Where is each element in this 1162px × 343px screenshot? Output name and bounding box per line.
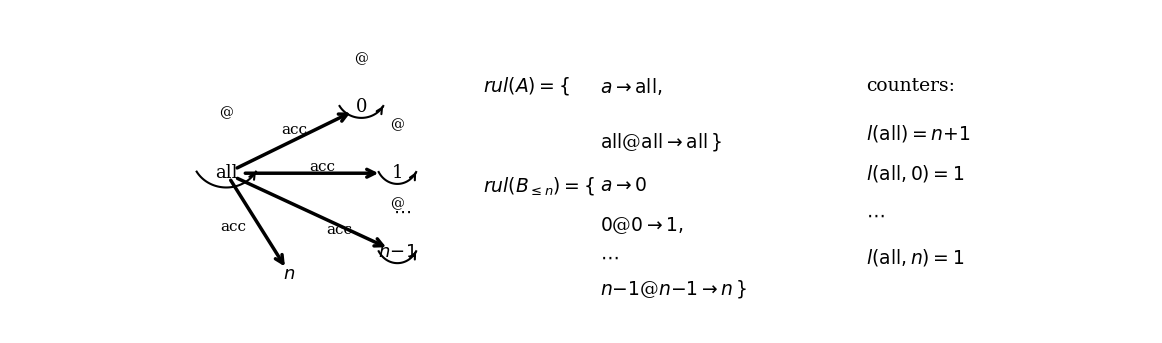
Text: $n\!-\!1$: $n\!-\!1$ xyxy=(378,244,417,261)
Text: $a \to \mathrm{all},$: $a \to \mathrm{all},$ xyxy=(600,75,662,97)
Text: $rul(B_{\leq n}) = \{$: $rul(B_{\leq n}) = \{$ xyxy=(483,175,595,198)
Text: acc: acc xyxy=(309,159,335,174)
Text: acc: acc xyxy=(325,223,352,237)
Text: 1: 1 xyxy=(392,164,403,182)
Text: $\cdots$: $\cdots$ xyxy=(866,206,884,224)
Text: $\mathrm{all}$@$\mathrm{all} \to \mathrm{all}\,\}$: $\mathrm{all}$@$\mathrm{all} \to \mathrm… xyxy=(600,131,722,153)
Text: @: @ xyxy=(354,51,368,65)
Text: $\cdots$: $\cdots$ xyxy=(393,202,411,221)
Text: $n$: $n$ xyxy=(284,264,295,283)
Text: all: all xyxy=(215,164,237,182)
Text: counters:: counters: xyxy=(866,77,954,95)
Text: $a \to 0$: $a \to 0$ xyxy=(600,177,647,196)
Text: $n{-}1$@$n{-}1 \to n\,\}$: $n{-}1$@$n{-}1 \to n\,\}$ xyxy=(600,279,747,300)
Text: @: @ xyxy=(390,117,404,131)
Text: @: @ xyxy=(390,196,404,210)
Text: $l(\mathrm{all}) = n{+}1$: $l(\mathrm{all}) = n{+}1$ xyxy=(866,123,970,144)
Text: acc: acc xyxy=(221,220,246,234)
Text: 0: 0 xyxy=(356,98,367,116)
Text: $l(\mathrm{all},0) = 1$: $l(\mathrm{all},0) = 1$ xyxy=(866,163,964,184)
Text: $rul(A) = \{$: $rul(A) = \{$ xyxy=(483,75,569,97)
Text: @: @ xyxy=(220,105,234,119)
Text: acc: acc xyxy=(281,123,307,137)
Text: $l(\mathrm{all},n) = 1$: $l(\mathrm{all},n) = 1$ xyxy=(866,247,964,268)
Text: $\cdots$: $\cdots$ xyxy=(600,249,618,267)
Text: $0$@$0 \to 1,$: $0$@$0 \to 1,$ xyxy=(600,216,683,236)
